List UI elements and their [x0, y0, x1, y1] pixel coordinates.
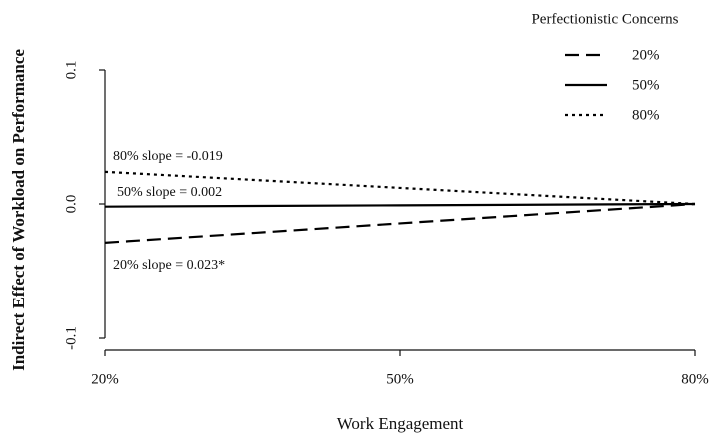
y-tick-label: 0.1 — [63, 61, 79, 80]
x-tick-label: 80% — [681, 371, 709, 387]
y-axis-title: Indirect Effect of Workload on Performan… — [9, 49, 28, 371]
y-tick-label: -0.1 — [63, 326, 79, 350]
annotation: 80% slope = -0.019 — [113, 149, 223, 164]
legend-label: 20% — [632, 47, 660, 63]
series-line — [104, 202, 696, 208]
legend-label: 50% — [632, 77, 660, 93]
series-line — [104, 170, 696, 206]
x-tick-label: 20% — [91, 371, 119, 387]
x-tick-label: 50% — [386, 371, 414, 387]
annotation: 20% slope = 0.023* — [113, 258, 225, 273]
x-axis-title: Work Engagement — [337, 414, 464, 433]
series-line — [104, 202, 696, 244]
annotation: 50% slope = 0.002 — [117, 185, 222, 200]
legend-title: Perfectionistic Concerns — [531, 11, 678, 27]
y-tick-label: 0.0 — [63, 195, 79, 214]
legend-label: 80% — [632, 107, 660, 123]
